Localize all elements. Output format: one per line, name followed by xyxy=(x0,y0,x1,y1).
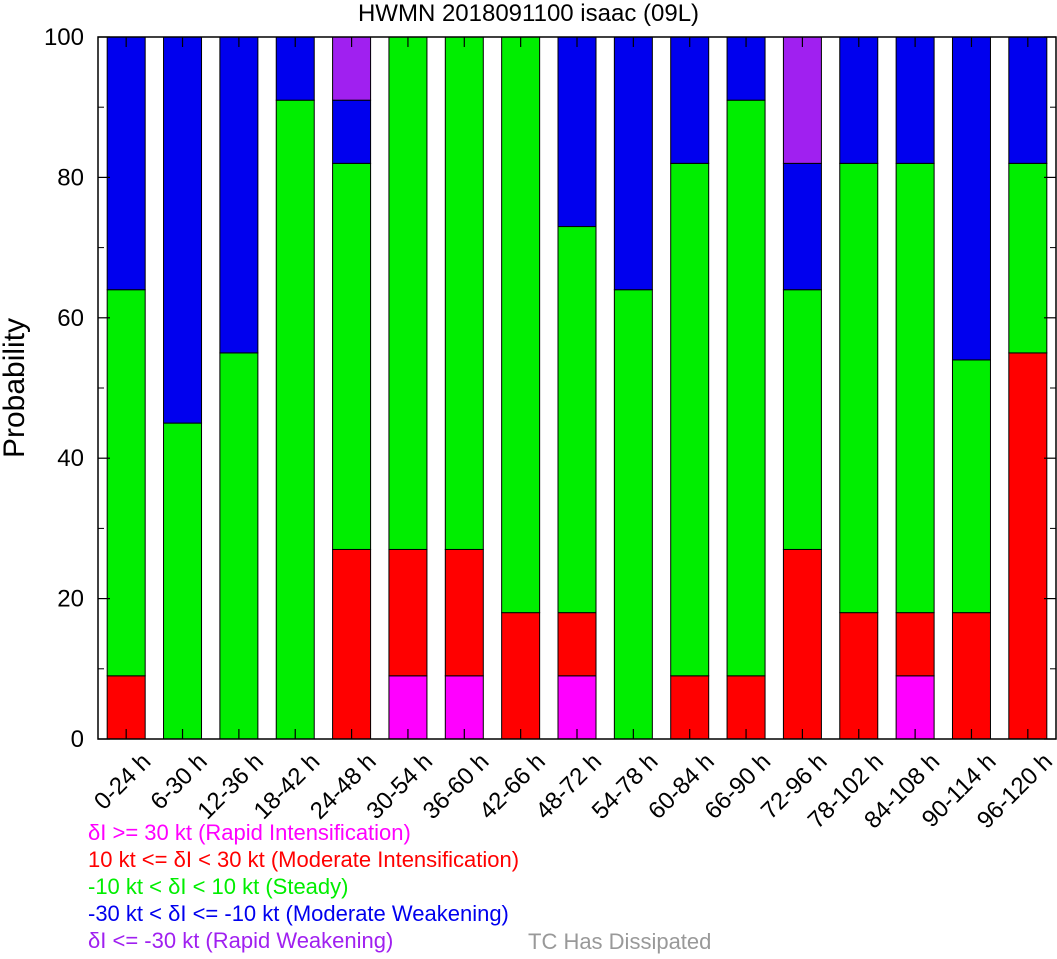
bar-segment-9-3 xyxy=(613,36,653,291)
bar-segment-14-3 xyxy=(895,36,935,164)
bar-segment-16-3 xyxy=(1008,36,1048,164)
legend-moderate-intensification: 10 kt <= δI < 30 kt (Moderate Intensific… xyxy=(88,847,520,872)
bar-segment-0-2 xyxy=(106,289,146,677)
bar-segment-2-3 xyxy=(219,36,259,354)
bar-segment-12-3 xyxy=(782,162,822,291)
bar-segment-7-2 xyxy=(501,36,541,614)
bar-segment-8-3 xyxy=(557,36,597,228)
y-tick-label-0: 0 xyxy=(71,726,84,753)
bar-segment-1-3 xyxy=(163,36,203,424)
bar-segment-15-2 xyxy=(951,359,991,614)
bar-segment-15-1 xyxy=(951,612,991,740)
bar-segment-11-1 xyxy=(726,675,766,740)
bar-segment-4-3 xyxy=(332,99,372,164)
bar-segment-4-4 xyxy=(332,36,372,101)
bar-segment-10-2 xyxy=(670,162,710,677)
bar-segment-3-2 xyxy=(275,99,315,740)
y-tick-label-5: 100 xyxy=(44,24,84,51)
y-tick-label-3: 60 xyxy=(57,305,84,332)
bar-segment-9-2 xyxy=(613,289,653,740)
bar-segment-0-3 xyxy=(106,36,146,291)
bar-segment-0-1 xyxy=(106,675,146,740)
bar-segment-14-2 xyxy=(895,162,935,614)
y-tick-label-4: 80 xyxy=(57,164,84,191)
legend-steady: -10 kt < δI < 10 kt (Steady) xyxy=(88,874,349,899)
legend-rapid-weakening: δI <= -30 kt (Rapid Weakening) xyxy=(88,928,394,953)
bar-segment-10-3 xyxy=(670,36,710,164)
bar-segment-14-1 xyxy=(895,612,935,677)
legend-moderate-weakening: -30 kt < δI <= -10 kt (Moderate Weakenin… xyxy=(88,901,509,926)
bar-segment-4-1 xyxy=(332,548,372,740)
bar-segment-13-3 xyxy=(839,36,879,164)
chart-title: HWMN 2018091100 isaac (09L) xyxy=(357,0,700,27)
bar-segment-8-1 xyxy=(557,612,597,677)
bar-segment-2-2 xyxy=(219,352,259,740)
bar-segment-11-2 xyxy=(726,99,766,677)
legend: δI >= 30 kt (Rapid Intensification) 10 k… xyxy=(88,819,519,954)
bar-segment-6-2 xyxy=(444,36,484,550)
y-tick-label-2: 40 xyxy=(57,445,84,472)
bar-segment-12-1 xyxy=(782,548,822,740)
legend-rapid-intensification: δI >= 30 kt (Rapid Intensification) xyxy=(88,820,411,845)
bar-segment-10-1 xyxy=(670,675,710,740)
legend-tc-dissipated: TC Has Dissipated xyxy=(528,929,712,954)
bar-segment-5-2 xyxy=(388,36,428,550)
bar-segment-13-1 xyxy=(839,612,879,740)
bar-segment-16-1 xyxy=(1008,352,1048,740)
y-tick-label-1: 20 xyxy=(57,586,84,613)
y-axis-label: Probability xyxy=(0,318,31,458)
bar-segment-1-2 xyxy=(163,422,203,740)
bar-segment-6-1 xyxy=(444,548,484,677)
bar-segment-11-3 xyxy=(726,36,766,101)
bar-segment-16-2 xyxy=(1008,162,1048,354)
bar-segment-12-4 xyxy=(782,36,822,164)
bar-segment-8-2 xyxy=(557,226,597,614)
bar-segment-5-1 xyxy=(388,548,428,677)
x-tick-label-0: 0-24 h xyxy=(89,748,156,815)
bar-segment-13-2 xyxy=(839,162,879,614)
bar-segment-7-1 xyxy=(501,612,541,740)
bar-segment-15-3 xyxy=(951,36,991,361)
bar-segment-12-2 xyxy=(782,289,822,550)
bar-segment-4-2 xyxy=(332,162,372,550)
